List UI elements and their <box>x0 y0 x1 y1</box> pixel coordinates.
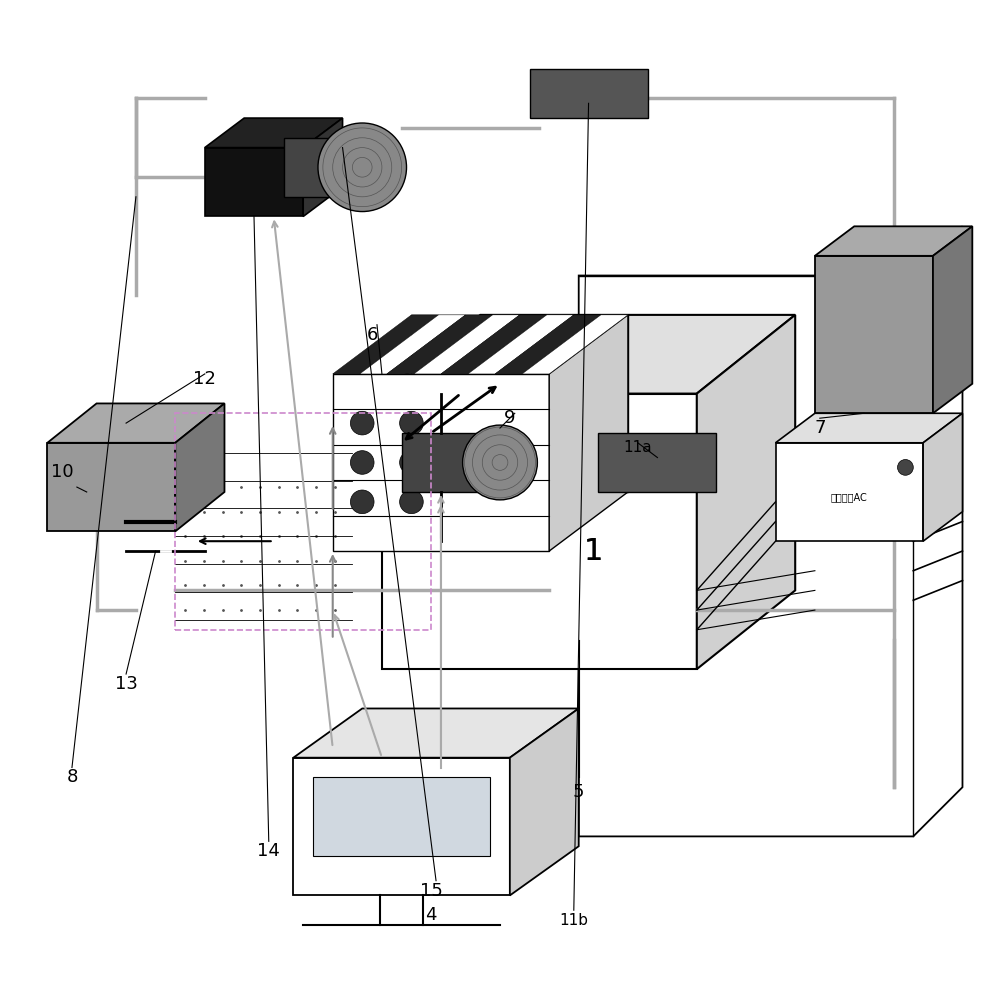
Polygon shape <box>495 315 601 374</box>
Circle shape <box>400 451 423 474</box>
Polygon shape <box>333 374 549 551</box>
Polygon shape <box>468 315 574 374</box>
Polygon shape <box>402 433 480 492</box>
Polygon shape <box>47 443 175 531</box>
Polygon shape <box>414 315 520 374</box>
Circle shape <box>400 411 423 435</box>
Polygon shape <box>549 315 628 551</box>
Text: 交流电源AC: 交流电源AC <box>831 492 868 502</box>
Text: 11b: 11b <box>559 912 588 928</box>
Text: 12: 12 <box>193 370 216 388</box>
Circle shape <box>350 490 374 514</box>
Polygon shape <box>510 708 579 895</box>
Circle shape <box>400 490 423 514</box>
Circle shape <box>350 451 374 474</box>
Polygon shape <box>387 315 493 374</box>
Polygon shape <box>579 226 962 836</box>
Polygon shape <box>441 315 547 374</box>
Polygon shape <box>815 226 972 256</box>
Polygon shape <box>303 118 343 216</box>
Text: 8: 8 <box>66 769 78 786</box>
Circle shape <box>318 123 407 212</box>
Polygon shape <box>293 758 510 895</box>
Text: 13: 13 <box>115 675 138 693</box>
Polygon shape <box>530 69 648 118</box>
Text: 4: 4 <box>425 906 437 924</box>
Polygon shape <box>776 443 923 541</box>
Polygon shape <box>175 403 224 531</box>
Polygon shape <box>382 315 795 394</box>
Polygon shape <box>205 148 303 216</box>
Text: 5: 5 <box>573 783 584 801</box>
Text: 7: 7 <box>814 419 826 437</box>
Polygon shape <box>923 413 962 541</box>
Text: 10: 10 <box>51 463 73 481</box>
Text: 15: 15 <box>420 882 443 899</box>
Polygon shape <box>411 315 628 492</box>
Polygon shape <box>933 226 972 413</box>
Polygon shape <box>697 315 795 669</box>
Circle shape <box>350 411 374 435</box>
Polygon shape <box>47 403 224 443</box>
Polygon shape <box>522 315 628 374</box>
Circle shape <box>898 460 913 475</box>
Polygon shape <box>313 777 490 856</box>
Polygon shape <box>776 413 962 443</box>
Text: 1: 1 <box>584 536 603 566</box>
Polygon shape <box>333 315 439 374</box>
Polygon shape <box>205 118 343 148</box>
Text: 9: 9 <box>504 409 516 427</box>
Polygon shape <box>293 708 579 758</box>
Polygon shape <box>815 256 933 413</box>
Text: 1: 1 <box>584 536 603 566</box>
Text: 6: 6 <box>366 326 378 343</box>
Bar <box>175 413 431 630</box>
Polygon shape <box>360 315 466 374</box>
Text: 11a: 11a <box>623 440 652 456</box>
Circle shape <box>463 425 537 500</box>
Polygon shape <box>598 433 716 492</box>
Polygon shape <box>382 394 697 669</box>
Text: 14: 14 <box>257 842 280 860</box>
Polygon shape <box>284 138 362 197</box>
